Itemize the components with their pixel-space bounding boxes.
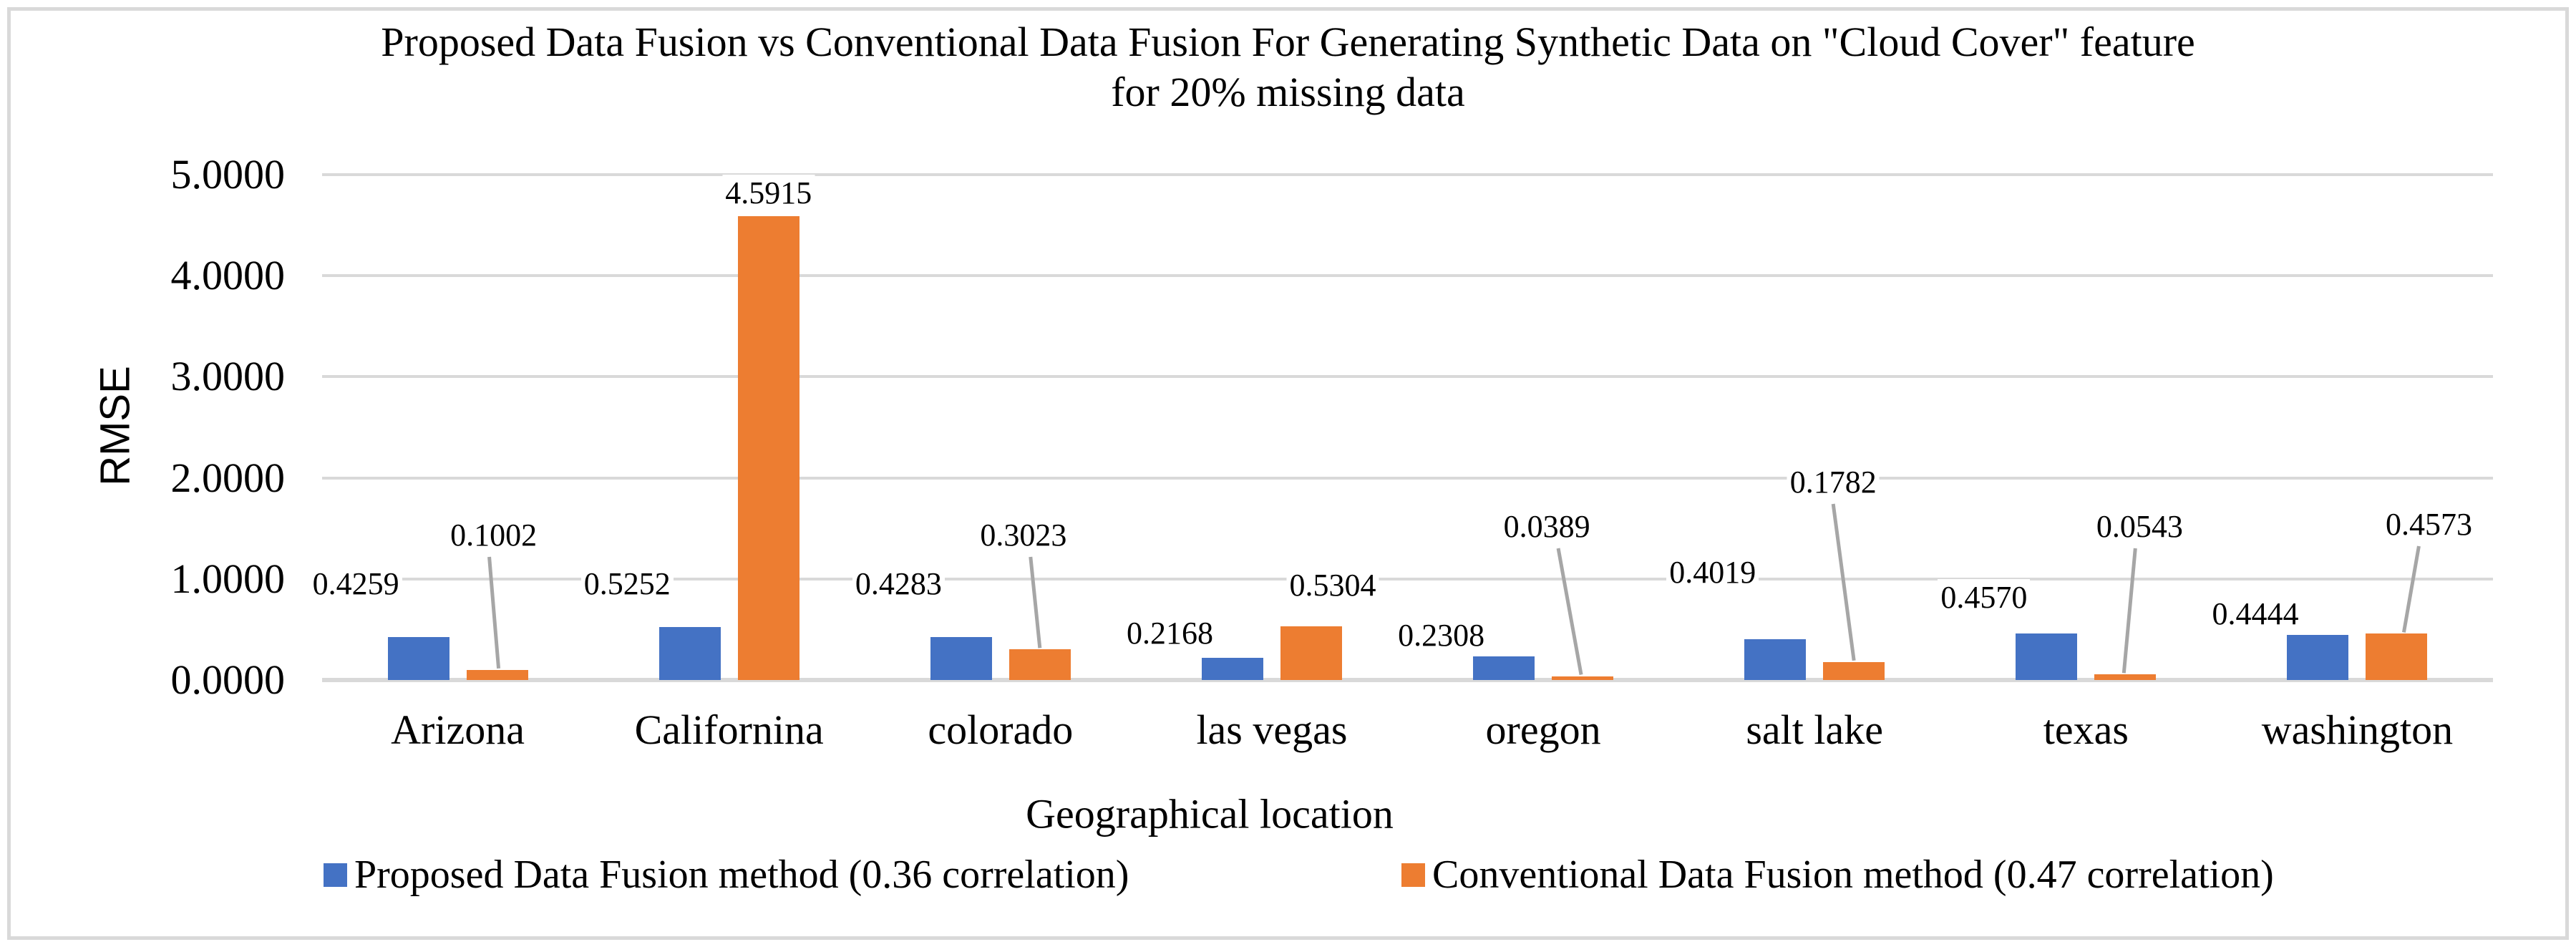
- y-axis-tick-3: 3.0000: [170, 353, 286, 400]
- value-label-proposed-californina: 0.5252: [580, 565, 674, 603]
- bar-conventional-oregon: [1552, 676, 1614, 680]
- gridline-0: [322, 678, 2493, 682]
- gridline-5: [322, 173, 2493, 176]
- value-label-proposed-salt-lake: 0.4019: [1666, 554, 1759, 591]
- category-label-washington: washington: [2261, 706, 2454, 753]
- value-label-conventional-arizona: 0.1002: [447, 517, 540, 554]
- y-axis-tick-5: 5.0000: [170, 151, 286, 198]
- value-label-conventional-oregon: 0.0389: [1500, 508, 1593, 545]
- bar-conventional-texas: [2094, 674, 2157, 680]
- bar-proposed-las-vegas: [1201, 658, 1263, 680]
- bar-proposed-californina: [658, 626, 721, 680]
- bar-proposed-colorado: [930, 636, 992, 680]
- category-label-arizona: Arizona: [391, 706, 525, 753]
- gridline-3: [322, 375, 2493, 379]
- value-label-conventional-colorado: 0.3023: [977, 517, 1070, 554]
- leader-line-washington: [2401, 545, 2421, 633]
- value-label-proposed-texas: 0.4570: [1938, 579, 2031, 616]
- legend-swatch-proposed: [324, 863, 347, 887]
- leader-line-oregon: [1556, 548, 1583, 675]
- leader-line-colorado: [1029, 556, 1042, 649]
- x-axis-title: Geographical location: [1026, 790, 1394, 837]
- category-label-oregon: oregon: [1485, 706, 1601, 753]
- chart-title-line2: for 20% missing data: [1111, 69, 1465, 115]
- chart-title: Proposed Data Fusion vs Conventional Dat…: [0, 17, 2576, 117]
- bar-conventional-washington: [2366, 633, 2428, 680]
- legend-swatch-conventional: [1401, 863, 1425, 887]
- y-axis-tick-2: 2.0000: [170, 454, 286, 501]
- bar-proposed-salt-lake: [1744, 639, 1807, 680]
- legend-label-conventional: Conventional Data Fusion method (0.47 co…: [1432, 853, 2274, 897]
- category-label-las-vegas: las vegas: [1196, 706, 1348, 753]
- y-axis-tick-4: 4.0000: [170, 252, 286, 299]
- bar-conventional-colorado: [1008, 649, 1071, 680]
- category-label-colorado: colorado: [928, 706, 1074, 753]
- value-label-conventional-washington: 0.4573: [2382, 506, 2475, 543]
- value-label-proposed-oregon: 0.2308: [1395, 617, 1488, 654]
- value-label-proposed-colorado: 0.4283: [852, 565, 945, 603]
- bar-conventional-las-vegas: [1280, 626, 1342, 680]
- value-label-proposed-washington: 0.4444: [2209, 596, 2302, 633]
- gridline-1: [322, 577, 2493, 581]
- chart-title-line1: Proposed Data Fusion vs Conventional Dat…: [381, 19, 2195, 65]
- category-label-californina: Californina: [634, 706, 824, 753]
- gridline-2: [322, 476, 2493, 480]
- leader-line-texas: [2121, 548, 2137, 674]
- value-label-conventional-salt-lake: 0.1782: [1787, 464, 1880, 501]
- gridline-4: [322, 274, 2493, 278]
- y-axis-tick-1: 1.0000: [170, 555, 286, 602]
- bar-proposed-oregon: [1473, 656, 1535, 680]
- legend-item-conventional: Conventional Data Fusion method (0.47 co…: [1401, 853, 2274, 896]
- legend-item-proposed: Proposed Data Fusion method (0.36 correl…: [324, 853, 1129, 896]
- bar-conventional-californina: [737, 215, 799, 680]
- leader-line-arizona: [487, 556, 501, 669]
- value-label-conventional-las-vegas: 0.5304: [1286, 567, 1379, 604]
- bar-conventional-salt-lake: [1823, 661, 1885, 680]
- leader-line-salt-lake: [1831, 503, 1856, 661]
- value-label-proposed-las-vegas: 0.2168: [1123, 615, 1216, 652]
- legend-label-proposed: Proposed Data Fusion method (0.36 correl…: [354, 853, 1129, 897]
- bar-proposed-washington: [2287, 635, 2349, 680]
- value-label-conventional-californina: 4.5915: [722, 175, 815, 212]
- value-label-proposed-arizona: 0.4259: [309, 565, 402, 603]
- value-label-conventional-texas: 0.0543: [2093, 508, 2186, 545]
- bar-proposed-texas: [2016, 633, 2078, 680]
- bar-conventional-arizona: [466, 669, 528, 680]
- y-axis-tick-0: 0.0000: [170, 656, 286, 703]
- category-label-texas: texas: [2043, 706, 2129, 753]
- bar-proposed-arizona: [387, 636, 449, 680]
- category-label-salt-lake: salt lake: [1746, 706, 1884, 753]
